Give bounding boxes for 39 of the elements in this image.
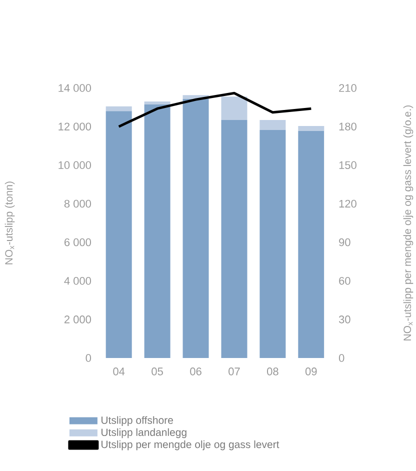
- y2-tick-label: 150: [339, 161, 356, 170]
- bar: [298, 131, 324, 358]
- bar: [259, 120, 286, 130]
- y-tick-label: 4 000: [64, 276, 91, 285]
- legend-label: Utslipp landanlegg: [101, 428, 186, 438]
- y-tick-label: 2 000: [64, 316, 91, 324]
- y2-tick-label: 60: [338, 276, 350, 285]
- bar: [182, 98, 209, 358]
- y-axis-title: NO$_{x}$-utslipp (tonn): [4, 182, 14, 264]
- y-tick-label: 12 000: [58, 122, 91, 130]
- x-tick-label: 06: [190, 368, 202, 376]
- y-tick-label: 10 000: [58, 161, 91, 170]
- y-tick-label: 6 000: [64, 238, 91, 246]
- x-tick-label: 04: [112, 368, 124, 376]
- y2-tick-label: 0: [338, 354, 344, 362]
- y2-tick-label: 210: [338, 84, 356, 92]
- bar: [221, 120, 248, 358]
- y-tick-label: 14 000: [58, 84, 91, 92]
- legend-label: Utslipp per mengde olje og gass levert: [101, 440, 279, 450]
- x-tick-label: 07: [228, 368, 240, 376]
- bar: [221, 96, 248, 120]
- bar: [106, 111, 132, 358]
- x-tick-label: 05: [151, 368, 163, 376]
- bar: [106, 106, 132, 112]
- bar: [259, 130, 286, 358]
- y2-tick-label: 180: [339, 122, 356, 130]
- y-tick-label: 0: [86, 354, 91, 362]
- y2-tick-label: 90: [338, 238, 350, 246]
- bar: [298, 126, 324, 132]
- y2-tick-label: 30: [338, 316, 350, 324]
- bar: [144, 104, 170, 358]
- y-tick-label: 8 000: [64, 200, 91, 208]
- x-tick-label: 08: [266, 368, 278, 376]
- x-tick-label: 09: [305, 368, 317, 376]
- line-series: [117, 92, 312, 128]
- y2-tick-label: 120: [339, 200, 356, 208]
- bar: [144, 101, 170, 104]
- legend-label: Utslipp offshore: [101, 416, 173, 426]
- y2-axis-title: NO$_{x}$-utslipp per mengde olje og gass levert (g/o.e.): [403, 105, 413, 340]
